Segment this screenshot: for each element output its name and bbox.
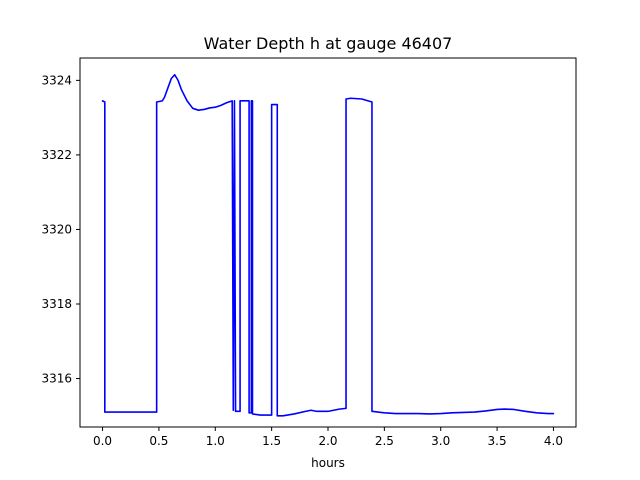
x-tick-label: 3.0 [431,434,450,448]
chart-title: Water Depth h at gauge 46407 [204,34,453,53]
x-tick-label: 3.5 [488,434,507,448]
y-tick-label: 3324 [41,73,72,87]
y-tick-label: 3322 [41,148,72,162]
x-tick-label: 2.0 [318,434,337,448]
y-tick-label: 3320 [41,222,72,236]
x-tick-label: 1.5 [262,434,281,448]
x-axis: 0.0 0.5 1.0 1.5 2.0 2.5 3.0 3.5 4.0 [93,427,563,448]
x-tick-label: 0.0 [93,434,112,448]
y-tick-label: 3318 [41,297,72,311]
plot-area [101,73,555,417]
y-axis: 3316 3318 3320 3322 3324 [41,73,80,386]
x-axis-label: hours [311,456,345,470]
x-tick-label: 1.0 [206,434,225,448]
x-tick-label: 2.5 [375,434,394,448]
x-tick-label: 4.0 [544,434,563,448]
x-tick-label: 0.5 [149,434,168,448]
y-tick-label: 3316 [41,372,72,386]
series-line-0 [101,73,555,417]
